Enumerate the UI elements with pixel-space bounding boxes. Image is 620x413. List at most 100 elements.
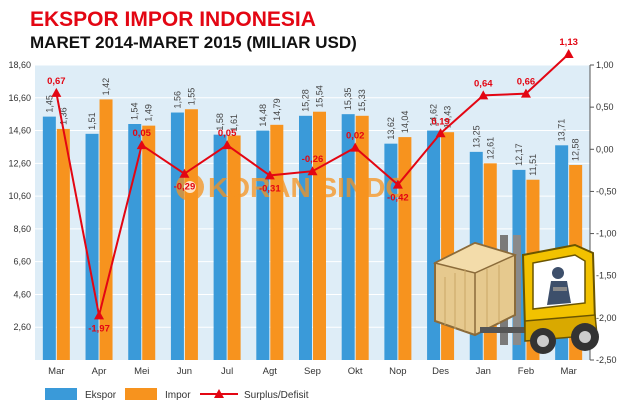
bar-ekspor [256,130,270,360]
category-label: Mar [560,366,576,377]
bar-impor [270,124,284,360]
right-tick-label: -1,50 [596,271,617,281]
category-label: Apr [92,366,107,377]
surplus-marker [392,179,403,189]
left-tick-label: 18,60 [8,60,31,70]
category-label: Mar [48,366,64,377]
bar-value-label: 1,49 [144,104,154,122]
bar-value-labels: 1,45 1,51 1,54 1,56 1,58 14,48 15,28 15,35 13,62… [44,78,580,176]
watermark: KORAN SINDO [176,172,407,203]
surplus-marker [435,128,446,138]
category-label: Jan [476,366,491,377]
left-tick-label: 12,60 [8,158,31,168]
bar-value-label: 1,51 [87,112,97,130]
bar-value-label: 12,61 [485,137,495,160]
bar-impor [99,99,113,361]
surplus-label: -1,97 [88,323,110,334]
bar-value-label: 14,48 [258,104,268,127]
surplus-marker [307,166,318,176]
bar-impor [227,135,241,360]
bar-value-label: 1,58 [215,113,225,131]
bar-value-label: 14,79 [272,98,282,121]
chart-title: EKSPOR IMPOR INDONESIA [30,8,316,31]
bar-impor [184,109,198,360]
legend-ekspor-swatch [45,388,77,400]
left-axis: 18,60 16,60 14,60 12,60 10,60 8,60 6,60 4,60 2,6… [8,60,31,332]
bar-value-label: 1,61 [229,114,239,132]
left-tick-label: 6,60 [13,257,31,267]
bar-ekspor [341,114,355,361]
right-tick-label: -1,00 [596,229,617,239]
bar-ekspor [170,112,184,361]
bar-value-label: 13,62 [386,117,396,140]
bar-ekspor [427,130,441,360]
category-label: Nop [389,366,406,377]
category-label: Des [432,366,449,377]
category-label: Sep [304,366,321,377]
forklift-icon [432,235,599,354]
bar-ekspor [42,116,56,360]
surplus-marker [478,90,489,100]
legend-impor-swatch [125,388,157,400]
bar-value-label: 1,45 [44,95,54,113]
surplus-label: 0,05 [132,128,151,139]
bar-impor [355,115,369,360]
bar-ekspor [299,115,312,360]
left-tick-label: 4,60 [13,289,31,299]
category-label: Jul [221,366,233,377]
bar-value-label: 14,04 [400,111,410,134]
bar-ekspor [85,133,99,360]
surplus-label: 0,66 [517,77,536,88]
bar-value-label: 1,42 [101,78,111,96]
bar-value-label: 12,17 [514,143,524,166]
bar-ekspor [128,124,142,360]
legend-impor: Impor [165,390,191,401]
surplus-label: 0,64 [474,78,493,89]
surplus-label: 0,02 [346,131,365,142]
surplus-label: 0,67 [47,76,66,87]
category-label: Agt [263,366,278,377]
bar-impor [142,125,156,360]
legend: Ekspor Impor Surplus/Defisit [45,388,309,401]
bar-impor [56,128,70,360]
bar-ekspor [213,134,227,360]
bar-value-label: 1,54 [130,102,140,120]
bar-value-label: 14,62 [429,104,439,127]
surplus-marker [264,170,275,180]
category-label: Feb [518,366,534,377]
bar-value-label: 11,51 [528,154,538,176]
surplus-label: 0,05 [218,128,237,139]
bar-value-label: 15,35 [343,88,353,111]
right-tick-label: 1,00 [596,60,614,70]
legend-surplus-marker [214,389,224,398]
left-tick-label: 8,60 [13,224,31,234]
bar-value-label: 15,28 [301,89,311,112]
bar-value-label: 1,55 [186,88,196,106]
bar-impor [313,111,326,360]
surplus-marker [350,142,361,152]
surplus-marker [51,87,62,97]
surplus-marker [136,140,147,150]
right-tick-label: 0,00 [596,144,614,154]
bar-value-label: 15,54 [315,85,325,108]
bar-value-label: 1,36 [58,107,68,125]
bar-value-label: 14,43 [443,106,453,129]
surplus-marker [520,88,531,98]
left-tick-label: 14,60 [8,126,31,136]
surplus-marker [179,168,190,178]
surplus-marker [563,49,574,59]
left-tick-label: 2,60 [13,322,31,332]
right-tick-label: -0,50 [596,186,617,196]
right-tick-label: -2,00 [596,313,617,323]
surplus-label: -0,29 [174,182,196,193]
bar-ekspor [384,143,398,360]
category-label: Jun [177,366,192,377]
surplus-label: -0,42 [387,193,409,204]
bar-value-label: 13,25 [471,125,481,148]
category-label: Mei [134,366,149,377]
right-tick-label: 0,50 [596,102,614,112]
surplus-label: 0,19 [431,116,450,127]
bar-value-label: 13,71 [557,119,567,142]
surplus-label: -0,26 [302,154,324,165]
